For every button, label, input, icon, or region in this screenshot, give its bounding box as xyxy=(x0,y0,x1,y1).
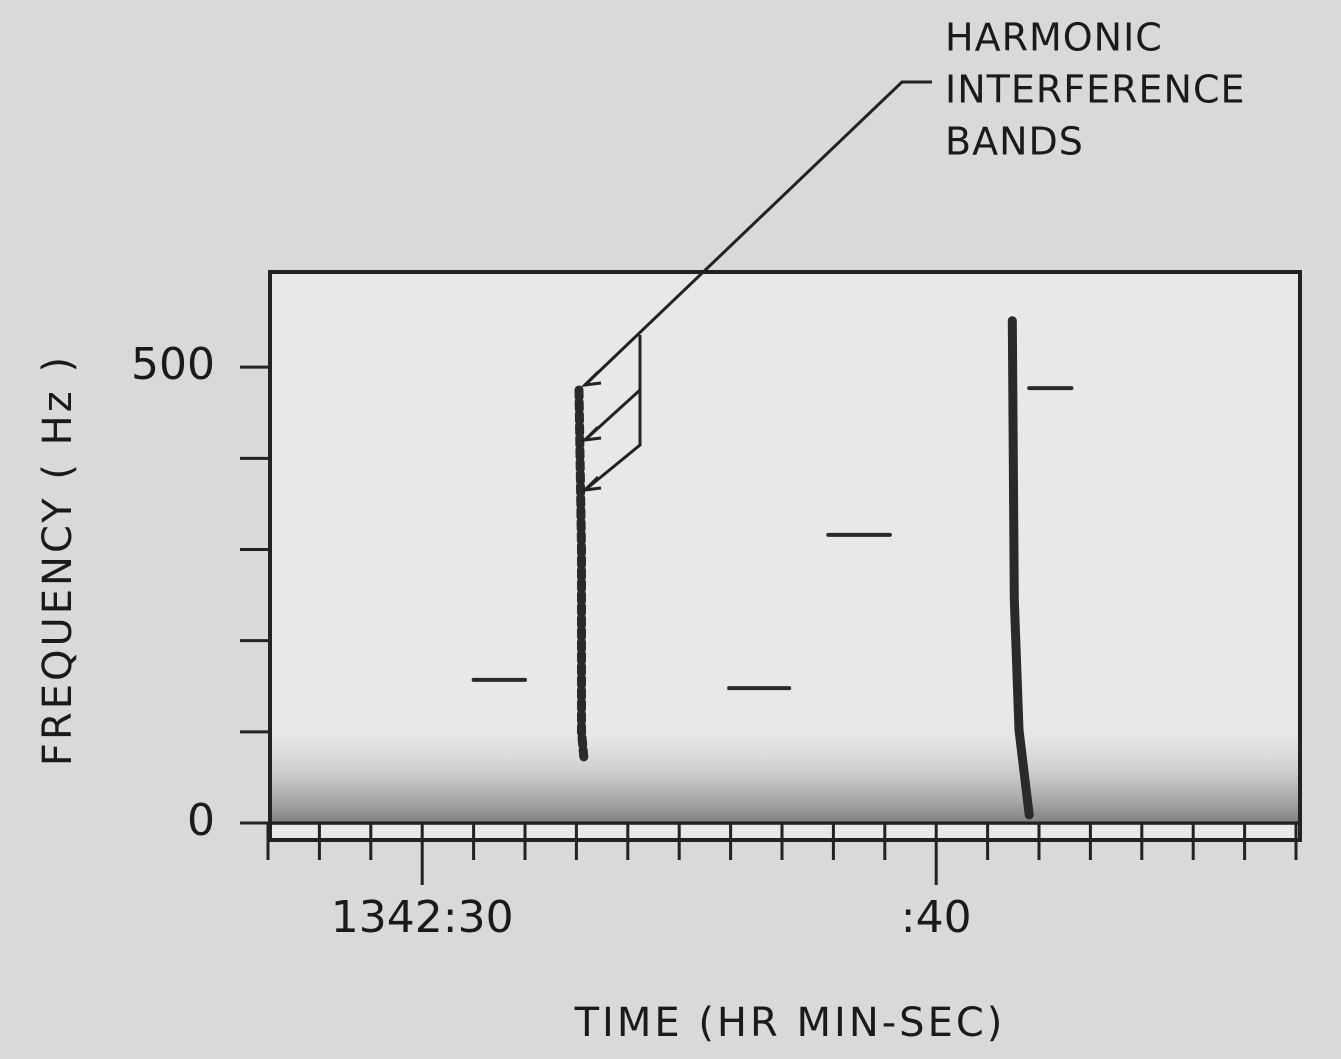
plot-area xyxy=(471,316,1074,820)
x-tick-label: :40 xyxy=(901,892,972,943)
annotation-line: INTERFERENCE xyxy=(945,68,1246,112)
annotation-line: HARMONIC xyxy=(945,16,1163,60)
signal-trace xyxy=(574,385,589,765)
y-tick-label: 0 xyxy=(187,795,215,846)
signal-trace xyxy=(1007,316,1034,820)
y-tick-label: 500 xyxy=(131,339,215,390)
noise-floor xyxy=(272,720,1298,825)
y-axis-label: FREQUENCY ( Hz ) xyxy=(35,354,81,766)
annotation-line: BANDS xyxy=(945,120,1084,164)
x-tick-label: 1342:30 xyxy=(331,892,514,943)
annotation: HARMONIC INTERFERENCE BANDS xyxy=(945,16,1246,164)
annotation-arrows xyxy=(580,80,932,493)
x-axis-label: TIME (HR MIN-SEC) xyxy=(574,1000,1006,1046)
